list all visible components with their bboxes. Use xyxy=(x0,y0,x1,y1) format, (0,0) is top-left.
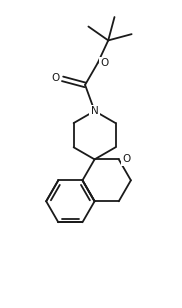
Text: N: N xyxy=(91,106,98,116)
Text: O: O xyxy=(122,154,130,164)
Text: O: O xyxy=(100,58,109,68)
Text: O: O xyxy=(51,73,60,83)
